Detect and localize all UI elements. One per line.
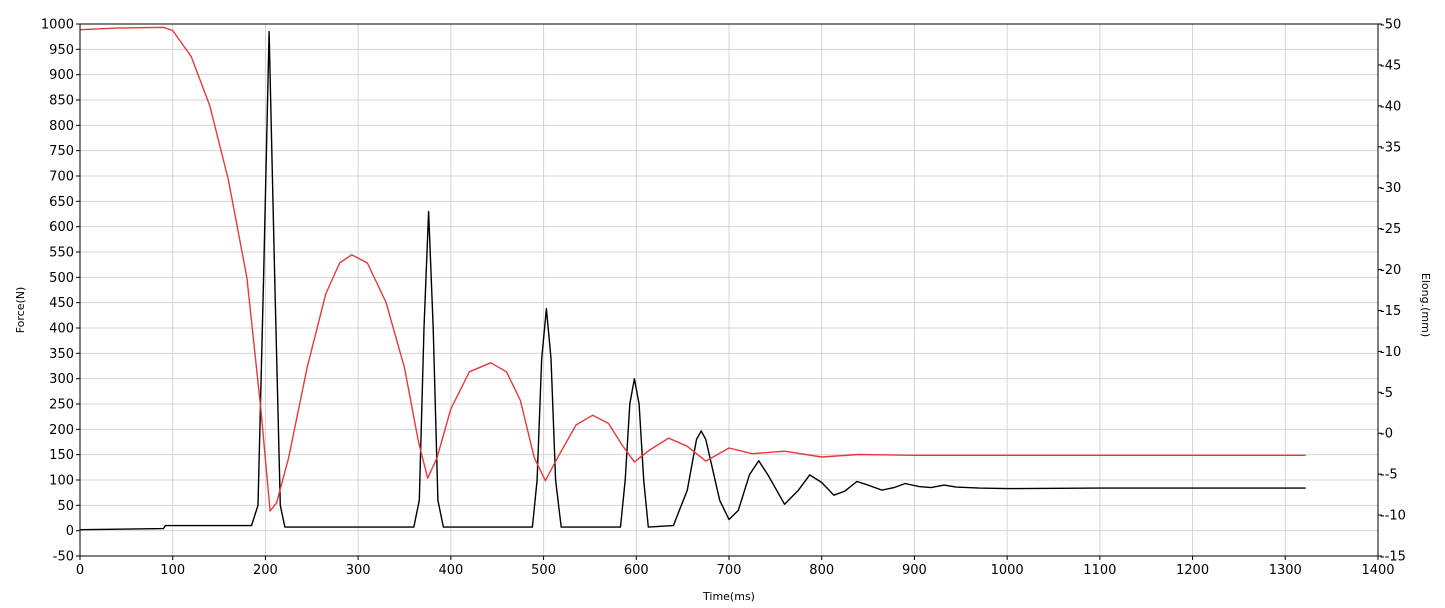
y-left-tick-label: 550 — [49, 246, 74, 261]
y-right-tick-label: -0 — [1380, 427, 1393, 442]
y-left-tick-label: 650 — [49, 195, 74, 210]
y-right-tick-label: -10 — [1380, 345, 1401, 360]
y-right-tick-label: -45 — [1380, 58, 1401, 73]
y-left-tick-label: 450 — [49, 296, 74, 311]
y-left-tick-label: 950 — [49, 43, 74, 58]
y-right-tick-label: -30 — [1380, 181, 1401, 196]
y-left-tick-label: 600 — [49, 220, 74, 235]
y-right-tick-label: --5 — [1380, 468, 1398, 483]
axis-ticks: 0 100 200 300 400 500 600 700 800 900 1000 1100 1200… — [41, 18, 1406, 579]
x-tick-label: 900 — [902, 563, 927, 578]
x-tick-label: 1400 — [1361, 563, 1394, 578]
x-tick-label: 400 — [438, 563, 463, 578]
y-left-tick-label: 250 — [49, 398, 74, 413]
y-left-tick-label: 350 — [49, 347, 74, 362]
y-right-tick-label: --10 — [1380, 509, 1406, 524]
y-left-axis-title: Force(N) — [14, 287, 27, 334]
force-series-line — [79, 30, 1306, 531]
x-tick-label: 100 — [160, 563, 185, 578]
y-right-tick-label: -15 — [1380, 304, 1401, 319]
y-left-tick-label: 750 — [49, 144, 74, 159]
x-axis-title: Time(ms) — [702, 590, 755, 603]
y-left-tick-label: 200 — [49, 423, 74, 438]
y-right-tick-label: -50 — [1380, 18, 1401, 33]
y-left-tick-label: 700 — [49, 170, 74, 185]
x-tick-label: 0 — [76, 563, 84, 578]
x-tick-label: 600 — [624, 563, 649, 578]
x-tick-label: 800 — [809, 563, 834, 578]
y-right-tick-label: -5 — [1380, 386, 1393, 401]
y-left-tick-label: -50 — [53, 550, 74, 565]
x-tick-label: 1000 — [991, 563, 1024, 578]
y-left-tick-label: 150 — [49, 448, 74, 463]
x-tick-label: 300 — [346, 563, 371, 578]
y-right-tick-label: -35 — [1380, 140, 1401, 155]
y-left-tick-label: 400 — [49, 322, 74, 337]
x-tick-label: 1100 — [1083, 563, 1116, 578]
y-left-tick-label: 800 — [49, 119, 74, 134]
y-right-axis-title: Elong.(mm) — [1419, 273, 1432, 337]
y-left-tick-label: 900 — [49, 68, 74, 83]
y-left-tick-label: 500 — [49, 271, 74, 286]
x-tick-label: 1300 — [1269, 563, 1302, 578]
y-right-tick-label: -25 — [1380, 222, 1401, 237]
elongation-series-line — [79, 26, 1306, 512]
y-left-tick-label: 0 — [66, 524, 74, 539]
x-tick-label: 700 — [717, 563, 742, 578]
y-right-tick-label: -20 — [1380, 263, 1401, 278]
y-right-tick-label: --15 — [1380, 550, 1406, 565]
y-right-tick-label: -40 — [1380, 99, 1401, 114]
x-tick-label: 200 — [253, 563, 278, 578]
y-left-tick-label: 300 — [49, 372, 74, 387]
y-left-tick-label: 100 — [49, 474, 74, 489]
y-left-tick-label: 50 — [57, 499, 74, 514]
y-left-tick-label: 850 — [49, 94, 74, 109]
x-tick-label: 500 — [531, 563, 556, 578]
y-left-tick-label: 1000 — [41, 18, 74, 33]
x-tick-label: 1200 — [1176, 563, 1209, 578]
series-layer — [79, 26, 1306, 531]
